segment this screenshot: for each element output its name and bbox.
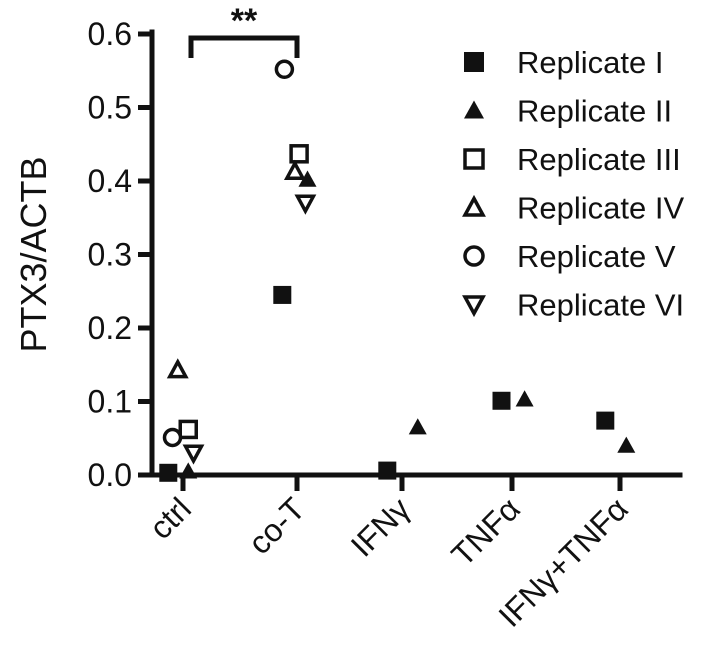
significance-annotation: **: [188, 2, 300, 58]
legend-label: Replicate IV: [517, 191, 684, 226]
y-tick-label: 0.0: [88, 457, 132, 493]
y-tick-label: 0.6: [88, 16, 132, 52]
data-points: [159, 59, 636, 482]
legend: Replicate I Replicate II Replicate III Repl…: [462, 45, 684, 323]
legend-item-replicate-ii: Replicate II: [464, 94, 672, 129]
series-replicate-i: [159, 285, 615, 482]
series-replicate-iv: [166, 159, 306, 379]
data-point-replicate-ii-ctrl: [179, 462, 198, 479]
marker-square-open: [463, 148, 485, 170]
marker-triangle-filled: [464, 100, 484, 119]
legend-item-replicate-iii: Replicate III: [463, 142, 681, 177]
legend-item-replicate-vi: Replicate VI: [462, 288, 684, 323]
marker-circle-open: [463, 245, 485, 267]
legend-label: Replicate VI: [517, 288, 684, 323]
y-tick-label: 0.5: [88, 90, 132, 126]
data-point-replicate-i-tnf: [492, 391, 511, 410]
data-point-replicate-i-ctrl: [159, 463, 178, 482]
legend-label: Replicate III: [517, 142, 681, 177]
data-point-replicate-i-ifn-tnf: [596, 411, 615, 430]
significance-label: **: [231, 2, 258, 40]
legend-item-replicate-iv: Replicate IV: [462, 191, 684, 226]
x-tick-label: ctrl: [142, 490, 198, 546]
series-replicate-ii: [179, 170, 636, 479]
data-point-replicate-iv-ctrl: [166, 358, 189, 379]
data-point-replicate-vi-ctrl: [182, 444, 205, 465]
data-point-replicate-i-ifn: [378, 461, 397, 480]
y-axis-title: PTX3/ACTB: [13, 156, 54, 352]
data-point-replicate-ii-ifn-tnf: [617, 436, 636, 453]
y-tick-label: 0.1: [88, 384, 132, 420]
series-replicate-iii: [178, 144, 309, 440]
significance-bracket: [188, 35, 300, 58]
y-tick-label: 0.2: [88, 310, 132, 346]
data-point-replicate-iii-co-t: [289, 144, 309, 164]
x-tick-label: TNFα: [444, 490, 527, 573]
legend-item-replicate-i: Replicate I: [464, 45, 663, 80]
x-tick-label: IFNγ: [344, 490, 417, 563]
marker-triangle-open: [462, 194, 486, 217]
data-point-replicate-v-co-t: [274, 59, 295, 80]
legend-item-replicate-v: Replicate V: [463, 239, 676, 274]
legend-label: Replicate V: [517, 239, 676, 274]
data-point-replicate-ii-ifn: [408, 418, 427, 435]
data-point-replicate-v-ctrl: [162, 427, 183, 448]
data-point-replicate-ii-co-t: [298, 170, 317, 187]
marker-square-filled: [464, 52, 484, 72]
data-point-replicate-i-co-t: [273, 285, 292, 304]
data-point-replicate-iii-ctrl: [178, 419, 198, 440]
data-point-replicate-iv-co-t: [283, 159, 306, 180]
data-point-replicate-vi-co-t: [294, 194, 317, 215]
legend-label: Replicate I: [517, 45, 663, 80]
marker-triangle-down-open: [462, 295, 486, 318]
data-point-replicate-ii-tnf: [515, 390, 534, 407]
x-tick-label: co-T: [241, 490, 312, 561]
series-replicate-vi: [182, 194, 317, 465]
series-replicate-v: [162, 59, 295, 448]
y-tick-label: 0.4: [88, 163, 132, 199]
legend-label: Replicate II: [517, 94, 672, 129]
y-tick-label: 0.3: [88, 237, 132, 273]
